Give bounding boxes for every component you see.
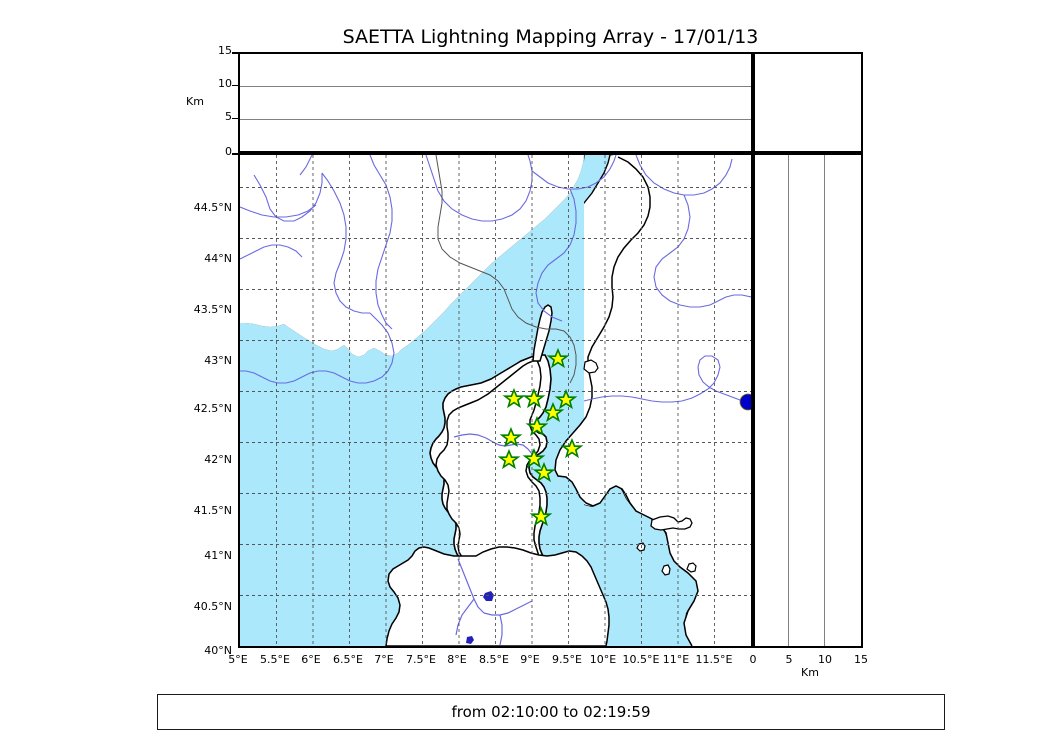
tick-km-0: 0	[749, 653, 757, 666]
island-small-3	[686, 562, 697, 573]
lake-2	[466, 636, 474, 644]
tick-lat-43-5: 43.5°N	[193, 303, 232, 316]
tick-lat-40-5: 40.5°N	[193, 600, 232, 613]
italy-land	[555, 155, 751, 646]
rivers-layer	[240, 155, 751, 404]
station-marker	[560, 437, 584, 459]
map-graphic	[240, 155, 751, 646]
station-marker	[522, 447, 546, 469]
station-marker	[532, 461, 556, 483]
tick-lon-11-5: 11.5°E	[695, 653, 733, 666]
tick-lon-8-5: 8.5°E	[479, 653, 509, 666]
station-marker	[546, 347, 570, 369]
tick-lat-44-5: 44.5°N	[193, 201, 232, 214]
tick-lon-6-5: 6.5°E	[333, 653, 363, 666]
tick-lat-42-5: 42.5°N	[193, 402, 232, 415]
map-panel	[238, 153, 753, 648]
sardinia-rivers	[455, 558, 533, 646]
station-marker	[554, 388, 578, 410]
tick-lat-42: 42°N	[204, 453, 232, 466]
tickmark-alt-10	[232, 85, 238, 86]
tick-lon-7: 7°E	[374, 653, 394, 666]
tick-lat-44: 44°N	[204, 252, 232, 265]
top-panel-y-axis-label: Km	[186, 95, 204, 108]
tickmark-alt-5	[232, 118, 238, 119]
tick-lon-6: 6°E	[301, 653, 321, 666]
tick-alt-10: 10	[218, 77, 232, 90]
tick-lat-43: 43°N	[204, 354, 232, 367]
time-range-box: from 02:10:00 to 02:19:59	[157, 694, 945, 730]
tick-lon-9: 9°E	[520, 653, 540, 666]
map-gridlines	[240, 155, 751, 646]
tick-lat-41: 41°N	[204, 549, 232, 562]
tick-lon-11: 11°E	[662, 653, 690, 666]
source-marker	[739, 393, 751, 411]
station-marker	[525, 415, 549, 437]
gridline-alt-5	[240, 119, 751, 120]
elba-island	[650, 515, 693, 531]
page-title: SAETTA Lightning Mapping Array - 17/01/1…	[342, 26, 759, 48]
sardinia-land	[385, 546, 610, 646]
tick-alt-5: 5	[225, 110, 232, 123]
corsica-river	[453, 433, 536, 460]
tick-lon-10: 10°E	[589, 653, 617, 666]
tick-km-15: 15	[854, 653, 868, 666]
station-marker	[541, 401, 565, 423]
tickmark-alt-0	[232, 153, 238, 155]
tickmark-alt-15	[232, 52, 238, 54]
time-range-label: from 02:10:00 to 02:19:59	[451, 703, 651, 721]
altitude-latitude-panel	[753, 153, 863, 648]
island-small-2	[661, 564, 671, 576]
station-marker	[522, 387, 546, 409]
tick-km-10: 10	[818, 653, 832, 666]
tick-lon-5: 5°E	[228, 653, 248, 666]
tick-lon-7-5: 7.5°E	[406, 653, 436, 666]
station-marker	[497, 448, 521, 470]
tick-lat-40: 40°N	[204, 644, 232, 657]
tick-lon-5-5: 5.5°E	[260, 653, 290, 666]
admin-borders	[435, 155, 577, 384]
lake-1	[483, 591, 494, 601]
station-marker	[529, 505, 553, 527]
tick-lon-10-5: 10.5°E	[622, 653, 660, 666]
tick-lat-41-5: 41.5°N	[193, 504, 232, 517]
tick-lon-9-5: 9.5°E	[552, 653, 582, 666]
altitude-histogram-panel	[753, 52, 863, 153]
tick-km-5: 5	[785, 653, 793, 666]
island-giglio	[583, 359, 599, 374]
gridline-km-10	[824, 155, 825, 646]
cap-corse	[532, 304, 553, 362]
tick-alt-15: 15	[218, 44, 232, 57]
gridline-alt-10	[240, 86, 751, 87]
france-land	[240, 155, 584, 357]
altitude-longitude-panel	[238, 52, 753, 153]
tick-lon-8: 8°E	[447, 653, 467, 666]
tick-alt-0: 0	[225, 145, 232, 158]
station-markers	[497, 347, 584, 527]
right-panel-x-axis-label: Km	[801, 666, 819, 679]
station-marker	[499, 426, 523, 448]
gridline-km-5	[788, 155, 789, 646]
station-marker	[502, 387, 526, 409]
island-small-1	[636, 542, 646, 552]
